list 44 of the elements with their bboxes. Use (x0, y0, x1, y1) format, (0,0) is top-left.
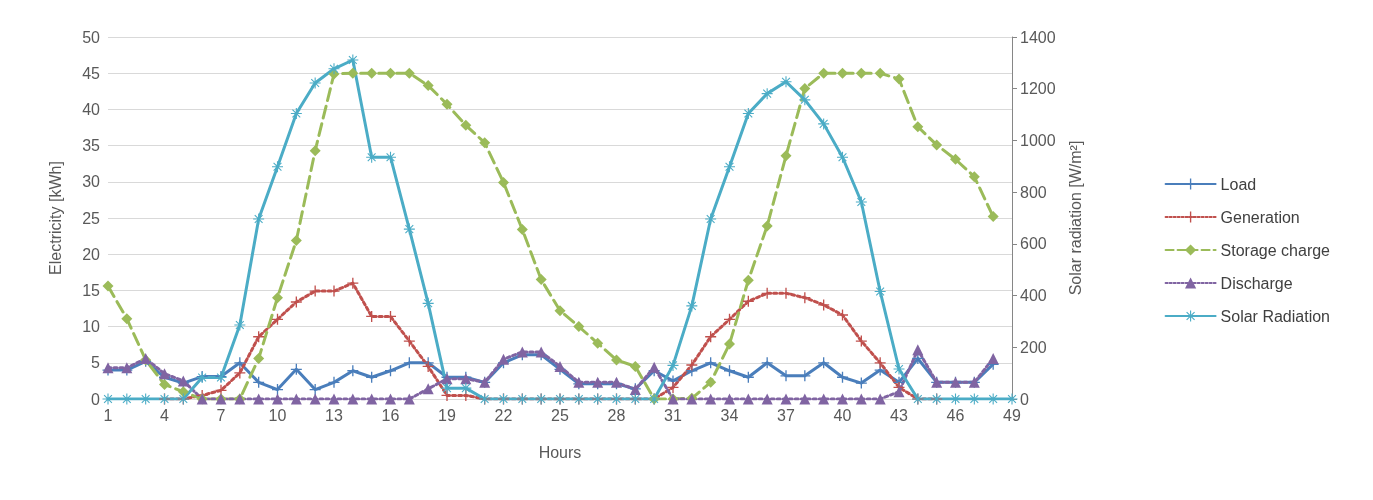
legend-label: Solar Radiation (1220, 307, 1330, 325)
y2-tick-label: 0 (1020, 390, 1029, 408)
x-tick-label: 43 (890, 406, 908, 424)
x-tick-label: 25 (551, 406, 569, 424)
y-tick-label: 0 (91, 390, 101, 408)
y2-tick-label: 800 (1020, 183, 1047, 201)
x-tick-label: 19 (438, 406, 456, 424)
x-tick-label: 22 (494, 406, 513, 424)
y-tick-label: 10 (82, 318, 101, 336)
y2-axis-title: Solar radiation [W/m²] (1066, 140, 1084, 296)
x-tick-label: 1 (103, 406, 113, 424)
x-tick-label: 49 (1003, 406, 1021, 424)
y-tick-label: 35 (82, 137, 101, 155)
x-tick-label: 10 (268, 406, 287, 424)
x-tick-label: 13 (325, 406, 343, 424)
y-tick-label: 5 (91, 354, 101, 372)
x-tick-label: 46 (946, 406, 965, 424)
x-axis-title: Hours (538, 443, 582, 461)
legend-label: Storage charge (1220, 241, 1331, 259)
y2-tick-label: 200 (1020, 338, 1047, 356)
x-tick-label: 7 (216, 406, 226, 424)
x-tick-label: 34 (720, 406, 739, 424)
y-axis-title: Electricity [kWh] (46, 161, 64, 275)
y-tick-label: 15 (82, 281, 101, 299)
legend-label: Load (1220, 175, 1257, 193)
y-tick-label: 25 (82, 209, 101, 227)
x-tick-label: 40 (833, 406, 852, 424)
x-tick-label: 28 (607, 406, 626, 424)
y-tick-label: 20 (82, 245, 101, 263)
y-tick-label: 45 (82, 64, 101, 82)
y2-tick-label: 400 (1020, 287, 1047, 305)
x-tick-label: 37 (777, 406, 795, 424)
x-tick-label: 4 (160, 406, 170, 424)
y2-tick-label: 1200 (1020, 80, 1056, 98)
y-tick-label: 50 (82, 28, 101, 46)
y2-tick-label: 600 (1020, 235, 1047, 253)
y2-tick-label: 1000 (1020, 131, 1056, 149)
x-tick-label: 31 (664, 406, 682, 424)
x-tick-label: 16 (381, 406, 400, 424)
y-tick-label: 40 (82, 100, 101, 118)
legend-label: Generation (1220, 208, 1300, 226)
y-tick-label: 30 (82, 173, 101, 191)
y2-tick-label: 1400 (1020, 28, 1056, 46)
legend-label: Discharge (1220, 274, 1293, 292)
